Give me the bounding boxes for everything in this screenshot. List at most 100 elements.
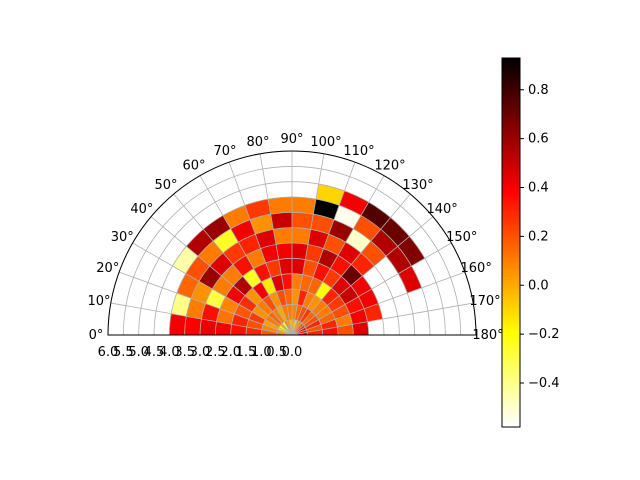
colorbar-segment <box>502 91 520 96</box>
theta-tick-label: 160° <box>461 261 492 276</box>
colorbar-segment <box>502 254 520 259</box>
colorbar-segment <box>502 257 520 262</box>
polar-grid <box>107 150 477 336</box>
r-tick-label: 3.5 <box>174 345 195 360</box>
colorbar-segment <box>502 184 520 188</box>
colorbar-segment <box>502 319 520 324</box>
heatmap-cell <box>267 196 293 215</box>
colorbar-segment <box>502 159 520 164</box>
colorbar-segment <box>502 199 520 204</box>
r-tick-label: 1.0 <box>251 345 272 360</box>
colorbar-segment <box>502 165 520 170</box>
colorbar-segment <box>502 168 520 173</box>
colorbar-segment <box>502 402 520 407</box>
r-tick-label: 0.5 <box>266 345 287 360</box>
colorbar-segment <box>502 374 520 379</box>
theta-tick-label: 110° <box>343 144 374 159</box>
colorbar-segment <box>502 371 520 376</box>
colorbar-tick-label: 0.2 <box>528 229 549 244</box>
colorbar-segment <box>502 331 520 336</box>
colorbar-segment <box>502 420 520 425</box>
theta-tick-label: 50° <box>154 178 177 193</box>
angular-gridline <box>291 175 385 336</box>
colorbar-segment <box>502 279 520 284</box>
angular-gridline <box>132 242 293 336</box>
colorbar-segment <box>502 70 520 74</box>
colorbar-segment <box>502 230 520 234</box>
colorbar-segment <box>502 337 520 342</box>
colorbar-segment <box>502 396 520 400</box>
colorbar-segment <box>502 291 520 296</box>
colorbar-tick-label: 0.4 <box>528 181 549 196</box>
colorbar-segment <box>502 297 520 302</box>
heatmap-cell <box>169 313 187 336</box>
r-tick-label: 2.0 <box>220 345 241 360</box>
theta-tick-label: 60° <box>182 158 205 173</box>
heatmap-cell <box>184 316 202 336</box>
colorbar-segment <box>502 61 520 65</box>
theta-tick-label: 120° <box>374 158 405 173</box>
colorbar-segment <box>502 414 520 419</box>
colorbar-segment <box>502 211 520 216</box>
colorbar-segment <box>502 113 520 118</box>
heatmap-cell <box>273 227 293 245</box>
colorbar-segment <box>502 107 520 111</box>
theta-tick-label: 10° <box>87 294 110 309</box>
angular-gridline <box>199 175 293 336</box>
colorbar-segment <box>502 248 520 253</box>
colorbar-segment <box>502 300 520 305</box>
colorbar-segment <box>502 405 520 410</box>
angular-gridline <box>150 216 293 336</box>
colorbar-segment <box>502 147 520 151</box>
r-tick-label: 1.5 <box>236 345 257 360</box>
angular-gridline <box>291 161 356 336</box>
colorbar-segment <box>502 282 520 287</box>
colorbar-segment <box>502 144 520 148</box>
colorbar-segment <box>502 347 520 351</box>
colorbar-segment <box>502 313 520 317</box>
colorbar-segment <box>502 187 520 191</box>
colorbar-tick-label: −0.4 <box>528 376 560 391</box>
colorbar-segment <box>502 377 520 382</box>
theta-tick-label: 0° <box>89 328 104 343</box>
angular-gridline <box>228 161 293 336</box>
colorbar-segment <box>502 125 520 130</box>
colorbar-segment <box>502 294 520 299</box>
theta-tick-label: 90° <box>280 132 303 147</box>
colorbar-segment <box>502 67 520 71</box>
angular-gridline <box>118 271 293 336</box>
colorbar-segment <box>502 190 520 194</box>
heatmap-cell <box>291 227 311 245</box>
heatmap-cell <box>291 196 317 215</box>
colorbar-segment <box>502 260 520 265</box>
colorbar-segment <box>502 362 520 367</box>
colorbar: −0.4 −0.2 0.0 0.2 0.4 0.6 0.8 <box>501 57 560 428</box>
colorbar-segment <box>502 224 520 228</box>
theta-tick-label: 70° <box>213 144 236 159</box>
colorbar-segment <box>502 205 520 210</box>
polar-frame <box>107 150 477 336</box>
colorbar-segment <box>502 150 520 154</box>
r-tick-labels: 6.05.55.04.54.03.53.02.52.01.51.00.50.0 <box>98 345 303 360</box>
colorbar-segment <box>502 101 520 105</box>
colorbar-segment <box>502 97 520 102</box>
colorbar-segment <box>502 202 520 207</box>
colorbar-segment <box>502 288 520 293</box>
colorbar-segment <box>502 116 520 121</box>
colorbar-segment <box>502 245 520 250</box>
colorbar-segment <box>502 134 520 139</box>
r-tick-label: 5.5 <box>113 345 134 360</box>
colorbar-tick-label: −0.2 <box>528 327 560 342</box>
angular-gridline <box>291 153 325 336</box>
colorbar-segment <box>502 233 520 237</box>
colorbar-segment <box>502 131 520 136</box>
colorbar-segment <box>502 119 520 124</box>
colorbar-segment <box>502 316 520 320</box>
colorbar-segment <box>502 328 520 333</box>
angular-gridline <box>259 153 293 336</box>
colorbar-segment <box>502 411 520 416</box>
colorbar-segment <box>502 417 520 422</box>
colorbar-tick-label: 0.8 <box>528 83 549 98</box>
colorbar-segment <box>502 325 520 330</box>
